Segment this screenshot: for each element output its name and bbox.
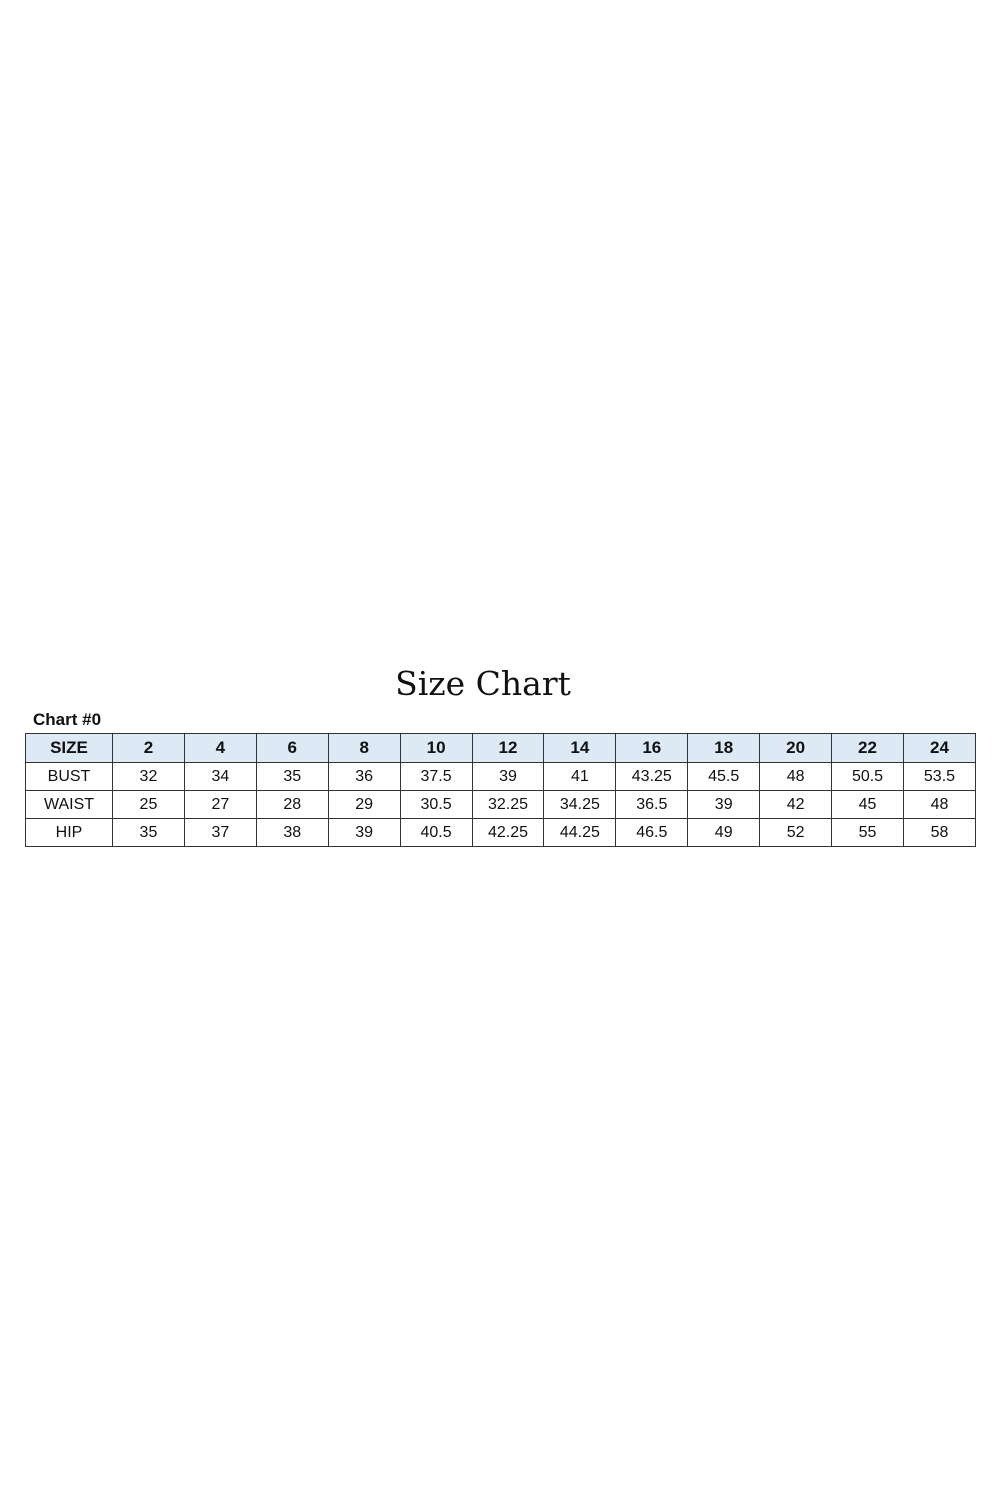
table-cell: 58 xyxy=(902,818,977,847)
header-size-label: SIZE xyxy=(25,733,113,763)
header-size-4: 4 xyxy=(183,733,257,763)
header-size-10: 10 xyxy=(399,733,473,763)
table-cell: 42 xyxy=(759,790,833,819)
table-cell: 49 xyxy=(687,818,761,847)
table-cell: 41 xyxy=(543,762,617,791)
table-cell: 27 xyxy=(183,790,257,819)
row-label: BUST xyxy=(25,762,113,791)
header-size-16: 16 xyxy=(615,733,689,763)
table-cell: 43.25 xyxy=(615,762,689,791)
table-cell: 48 xyxy=(902,790,977,819)
header-size-24: 24 xyxy=(902,733,977,763)
header-size-14: 14 xyxy=(543,733,617,763)
table-cell: 40.5 xyxy=(399,818,473,847)
table-cell: 38 xyxy=(255,818,329,847)
header-row: SIZE 2 4 6 8 10 12 14 16 18 20 22 24 xyxy=(25,733,977,763)
table-cell: 30.5 xyxy=(399,790,473,819)
table-cell: 32 xyxy=(112,762,185,791)
table-cell: 37 xyxy=(183,818,257,847)
table-cell: 37.5 xyxy=(399,762,473,791)
table-cell: 39 xyxy=(471,762,545,791)
table-cell: 45.5 xyxy=(687,762,761,791)
header-size-6: 6 xyxy=(255,733,329,763)
header-size-20: 20 xyxy=(759,733,833,763)
chart-label: Chart #0 xyxy=(33,710,102,729)
page-title: Size Chart xyxy=(395,664,571,703)
table-cell: 44.25 xyxy=(543,818,617,847)
table-cell: 45 xyxy=(831,790,904,819)
table-cell: 34 xyxy=(183,762,257,791)
table-cell: 29 xyxy=(327,790,401,819)
table-cell: 36 xyxy=(327,762,401,791)
table-row-waist: WAIST 25 27 28 29 30.5 32.25 34.25 36.5 39 42 45 48 xyxy=(25,790,977,819)
table-cell: 42.25 xyxy=(471,818,545,847)
table-cell: 25 xyxy=(112,790,185,819)
header-size-2: 2 xyxy=(112,733,185,763)
size-chart-table: SIZE 2 4 6 8 10 12 14 16 18 20 22 24 BUST 32 34 35 36 37.… xyxy=(25,733,977,847)
row-label: WAIST xyxy=(25,790,113,819)
table-cell: 48 xyxy=(759,762,833,791)
table-cell: 39 xyxy=(327,818,401,847)
header-size-22: 22 xyxy=(831,733,904,763)
table-cell: 28 xyxy=(255,790,329,819)
table-cell: 35 xyxy=(112,818,185,847)
table-cell: 35 xyxy=(255,762,329,791)
table-row-bust: BUST 32 34 35 36 37.5 39 41 43.25 45.5 48 50.5 53.5 xyxy=(25,762,977,791)
header-size-12: 12 xyxy=(471,733,545,763)
table-cell: 55 xyxy=(831,818,904,847)
header-size-8: 8 xyxy=(327,733,401,763)
table-cell: 46.5 xyxy=(615,818,689,847)
table-row-hip: HIP 35 37 38 39 40.5 42.25 44.25 46.5 49 52 55 58 xyxy=(25,818,977,847)
table-cell: 36.5 xyxy=(615,790,689,819)
table-cell: 53.5 xyxy=(902,762,977,791)
row-label: HIP xyxy=(25,818,113,847)
table-cell: 50.5 xyxy=(831,762,904,791)
table-cell: 39 xyxy=(687,790,761,819)
table-cell: 34.25 xyxy=(543,790,617,819)
table-cell: 32.25 xyxy=(471,790,545,819)
table-cell: 52 xyxy=(759,818,833,847)
header-size-18: 18 xyxy=(687,733,761,763)
